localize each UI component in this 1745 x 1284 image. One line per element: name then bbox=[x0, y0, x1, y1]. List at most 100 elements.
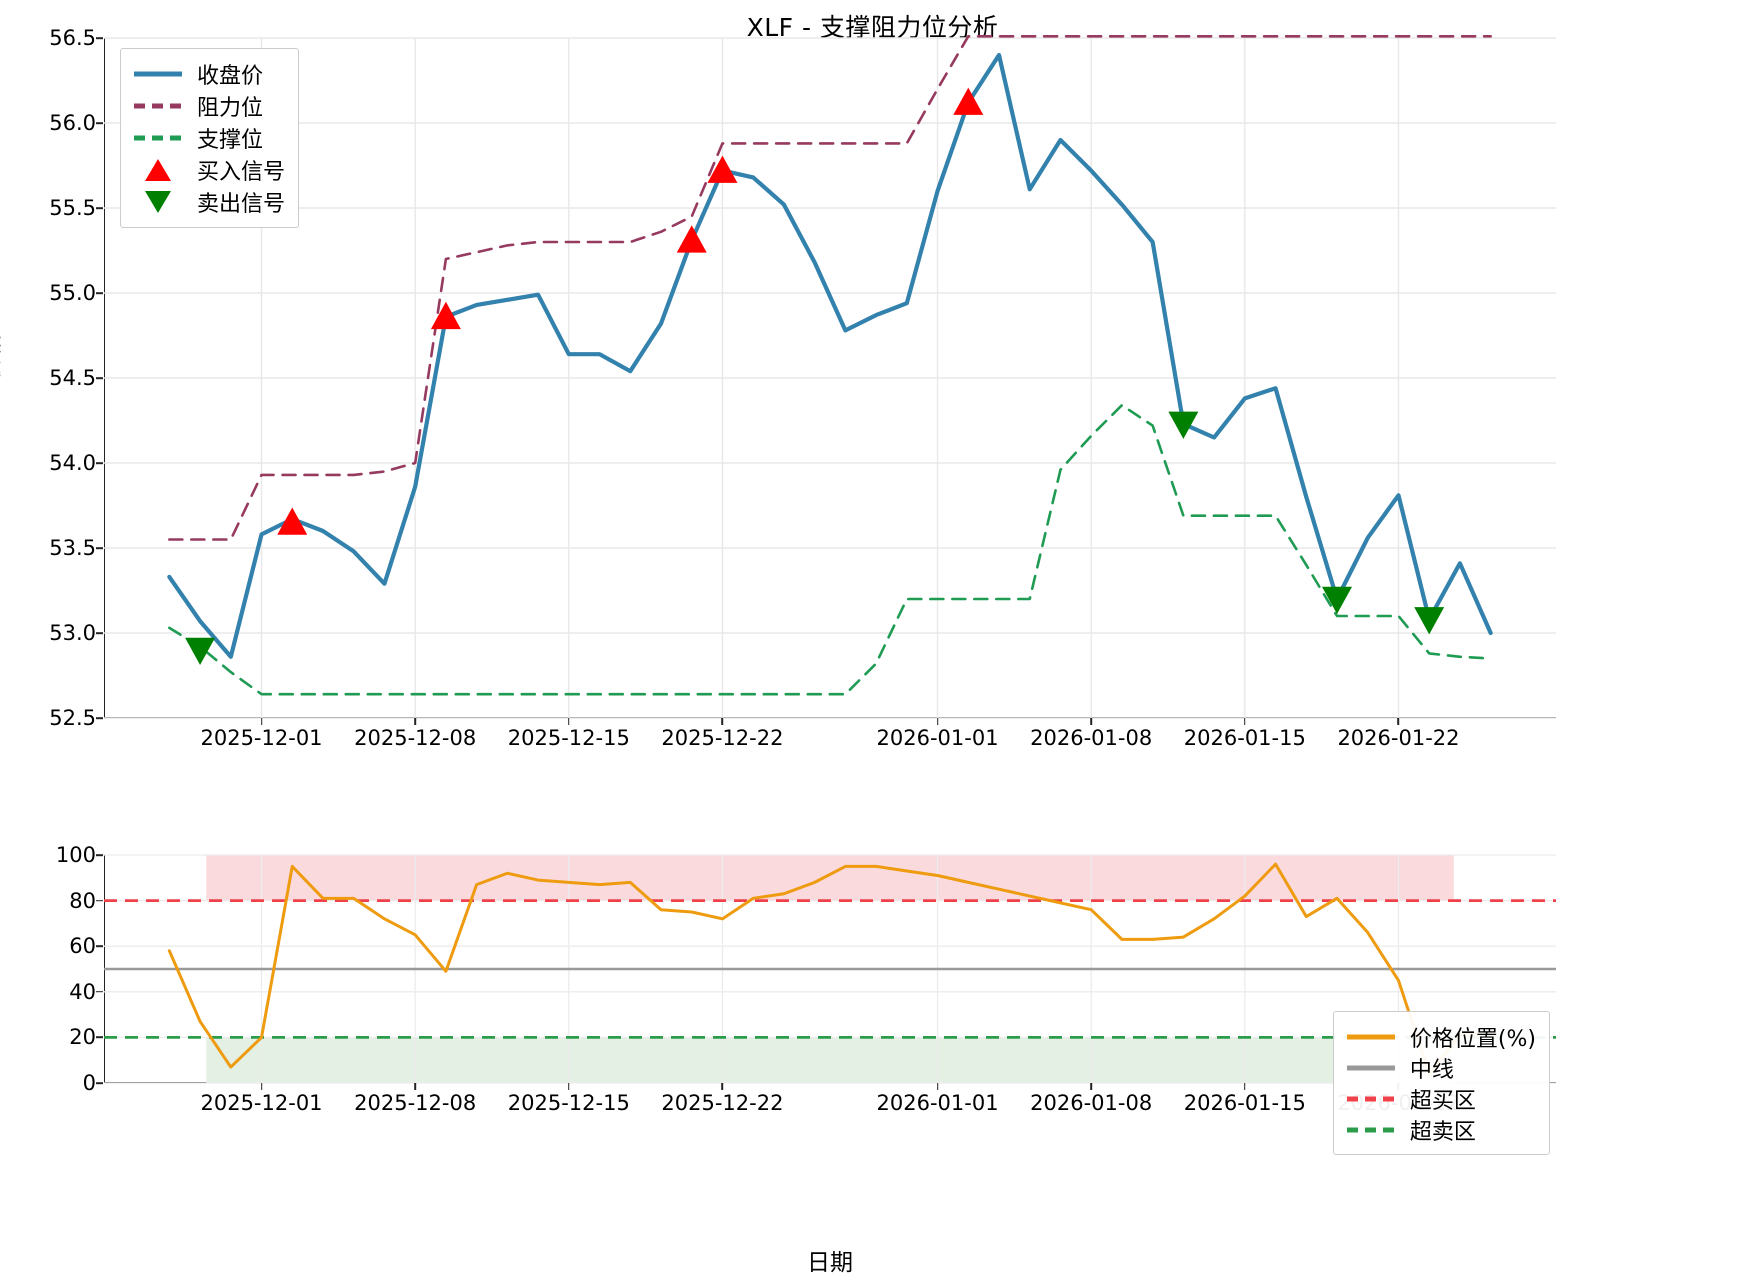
x-tick-label: 2026-01-15 bbox=[1183, 726, 1306, 750]
legend-item-label: 阻力位 bbox=[197, 96, 264, 121]
dashed-line-icon bbox=[1345, 1086, 1397, 1112]
triangle-up-icon bbox=[132, 157, 184, 183]
y-tick-mark bbox=[96, 547, 103, 549]
y-tick-label: 0 bbox=[82, 1071, 96, 1095]
y-tick-mark bbox=[96, 122, 103, 124]
x-tick-label: 2026-01-08 bbox=[1030, 726, 1153, 750]
x-tick-mark bbox=[568, 1083, 570, 1090]
x-tick-label: 2025-12-15 bbox=[507, 726, 630, 750]
x-tick-mark bbox=[568, 718, 570, 725]
x-tick-mark bbox=[260, 718, 263, 725]
y-tick-mark bbox=[96, 632, 103, 634]
x-tick-mark bbox=[1090, 718, 1092, 725]
x-tick-label: 2025-12-08 bbox=[354, 1091, 477, 1115]
y-tick-label: 80 bbox=[69, 888, 96, 913]
position-chart-panel: 0 20 40 60 80 100 2025-12-01 2025-12-08 2025-12… bbox=[56, 843, 1556, 1155]
x-tick-label: 2025-12-01 bbox=[200, 726, 323, 750]
y-tick-label: 53.5 bbox=[49, 536, 96, 560]
y-tick-label: 54.5 bbox=[49, 366, 96, 390]
legend-item-label: 超买区 bbox=[1409, 1088, 1476, 1114]
y-tick-label: 60 bbox=[69, 934, 96, 959]
solid-line-icon bbox=[132, 61, 184, 87]
y-tick-label: 20 bbox=[69, 1025, 96, 1050]
price-legend-item[interactable]: 阻力位 bbox=[132, 90, 285, 122]
x-tick-mark bbox=[414, 1083, 416, 1090]
y-tick-mark bbox=[96, 37, 103, 39]
y-tick-mark bbox=[96, 854, 103, 856]
x-tick-mark bbox=[936, 1083, 939, 1090]
price-plot-canvas bbox=[104, 35, 1556, 719]
x-tick-label: 2025-12-22 bbox=[661, 726, 784, 750]
position-legend-item[interactable]: 超卖区 bbox=[1345, 1114, 1536, 1145]
x-tick-mark bbox=[1090, 1083, 1092, 1090]
x-tick-label: 2025-12-08 bbox=[354, 726, 477, 750]
x-tick-mark bbox=[721, 718, 724, 725]
y-tick-label: 53.0 bbox=[49, 621, 96, 645]
x-tick-mark bbox=[1244, 718, 1246, 725]
x-tick-label: 2025-12-15 bbox=[507, 1091, 630, 1115]
price-legend-item[interactable]: 卖出信号 bbox=[132, 186, 285, 218]
position-legend-item[interactable]: 中线 bbox=[1345, 1052, 1536, 1083]
y-tick-label: 56.0 bbox=[49, 111, 96, 135]
x-tick-label: 2025-12-01 bbox=[200, 1091, 323, 1115]
price-y-ticks: 52.5 53.0 53.5 54.0 54.5 55.0 55.5 56.0 56.5 bbox=[4, 26, 103, 730]
solid-line-icon bbox=[1345, 1055, 1397, 1081]
price-legend: 收盘价阻力位支撑位买入信号卖出信号 bbox=[120, 48, 300, 228]
legend-item-label: 中线 bbox=[1409, 1057, 1454, 1083]
y-tick-mark bbox=[96, 207, 103, 209]
y-tick-label: 54.0 bbox=[49, 451, 96, 475]
x-tick-mark bbox=[1244, 1083, 1246, 1090]
y-tick-mark bbox=[96, 1036, 103, 1039]
y-tick-mark bbox=[96, 462, 103, 464]
position-legend-item[interactable]: 超买区 bbox=[1345, 1083, 1536, 1114]
y-tick-mark bbox=[96, 717, 103, 719]
price-chart-panel: 52.5 53.0 53.5 54.0 54.5 55.0 55.5 56.0 56.5 202… bbox=[49, 26, 1556, 750]
x-tick-label: 2025-12-22 bbox=[661, 1091, 784, 1115]
y-tick-label: 100 bbox=[55, 843, 96, 867]
triangle-down-icon bbox=[132, 189, 184, 215]
legend-item-label: 超卖区 bbox=[1409, 1119, 1476, 1145]
x-tick-mark bbox=[1397, 718, 1400, 725]
price-legend-item[interactable]: 支撑位 bbox=[132, 122, 285, 154]
dashed-line-icon bbox=[132, 125, 184, 151]
legend-item-label: 买入信号 bbox=[197, 160, 286, 185]
y-tick-mark bbox=[96, 377, 103, 379]
x-tick-label: 2026-01-08 bbox=[1030, 1091, 1153, 1115]
x-tick-mark bbox=[721, 1083, 724, 1090]
x-tick-label: 2026-01-15 bbox=[1183, 1091, 1306, 1115]
x-axis-label: 日期 bbox=[807, 1250, 853, 1276]
x-tick-mark bbox=[936, 718, 939, 725]
position-legend: 价格位置(%) 中线超买区超卖区 bbox=[1332, 1011, 1550, 1155]
x-tick-mark bbox=[414, 718, 416, 725]
position-y-axis-label: 价格位置 (%) bbox=[0, 914, 2, 1047]
x-tick-label: 2026-01-01 bbox=[876, 1091, 999, 1115]
legend-item-label: 收盘价 bbox=[197, 64, 264, 89]
position-plot-canvas bbox=[104, 854, 1556, 1084]
solid-line-icon bbox=[1345, 1024, 1397, 1050]
y-tick-label: 40 bbox=[69, 979, 96, 1004]
price-legend-item[interactable]: 收盘价 bbox=[132, 58, 285, 90]
y-tick-label: 55.0 bbox=[49, 281, 96, 305]
x-tick-mark bbox=[260, 1083, 263, 1090]
position-y-ticks: 0 20 40 60 80 100 bbox=[4, 843, 103, 1095]
y-tick-mark bbox=[96, 899, 103, 902]
price-legend-item[interactable]: 买入信号 bbox=[132, 154, 285, 186]
dashed-line-icon bbox=[1345, 1117, 1397, 1143]
y-tick-mark bbox=[96, 1082, 103, 1084]
y-tick-mark bbox=[96, 945, 103, 947]
legend-item-label: 价格位置(%) bbox=[1409, 1026, 1536, 1052]
legend-item-label: 支撑位 bbox=[197, 128, 264, 153]
legend-item-label: 卖出信号 bbox=[197, 192, 286, 217]
price-x-ticks: 2025-12-01 2025-12-08 2025-12-15 2025-12-22… bbox=[104, 718, 1556, 758]
position-legend-item[interactable]: 价格位置(%) bbox=[1345, 1021, 1536, 1052]
dashed-line-icon bbox=[132, 93, 184, 119]
y-tick-label: 56.5 bbox=[49, 26, 96, 50]
y-tick-mark bbox=[96, 991, 103, 993]
y-tick-mark bbox=[96, 292, 103, 294]
x-tick-label: 2026-01-01 bbox=[876, 726, 999, 750]
y-tick-label: 52.5 bbox=[49, 706, 96, 730]
page-title: XLF - 支撑阻力位分析 bbox=[746, 13, 999, 42]
x-tick-label: 2026-01-22 bbox=[1337, 726, 1460, 750]
y-tick-label: 55.5 bbox=[49, 196, 96, 220]
